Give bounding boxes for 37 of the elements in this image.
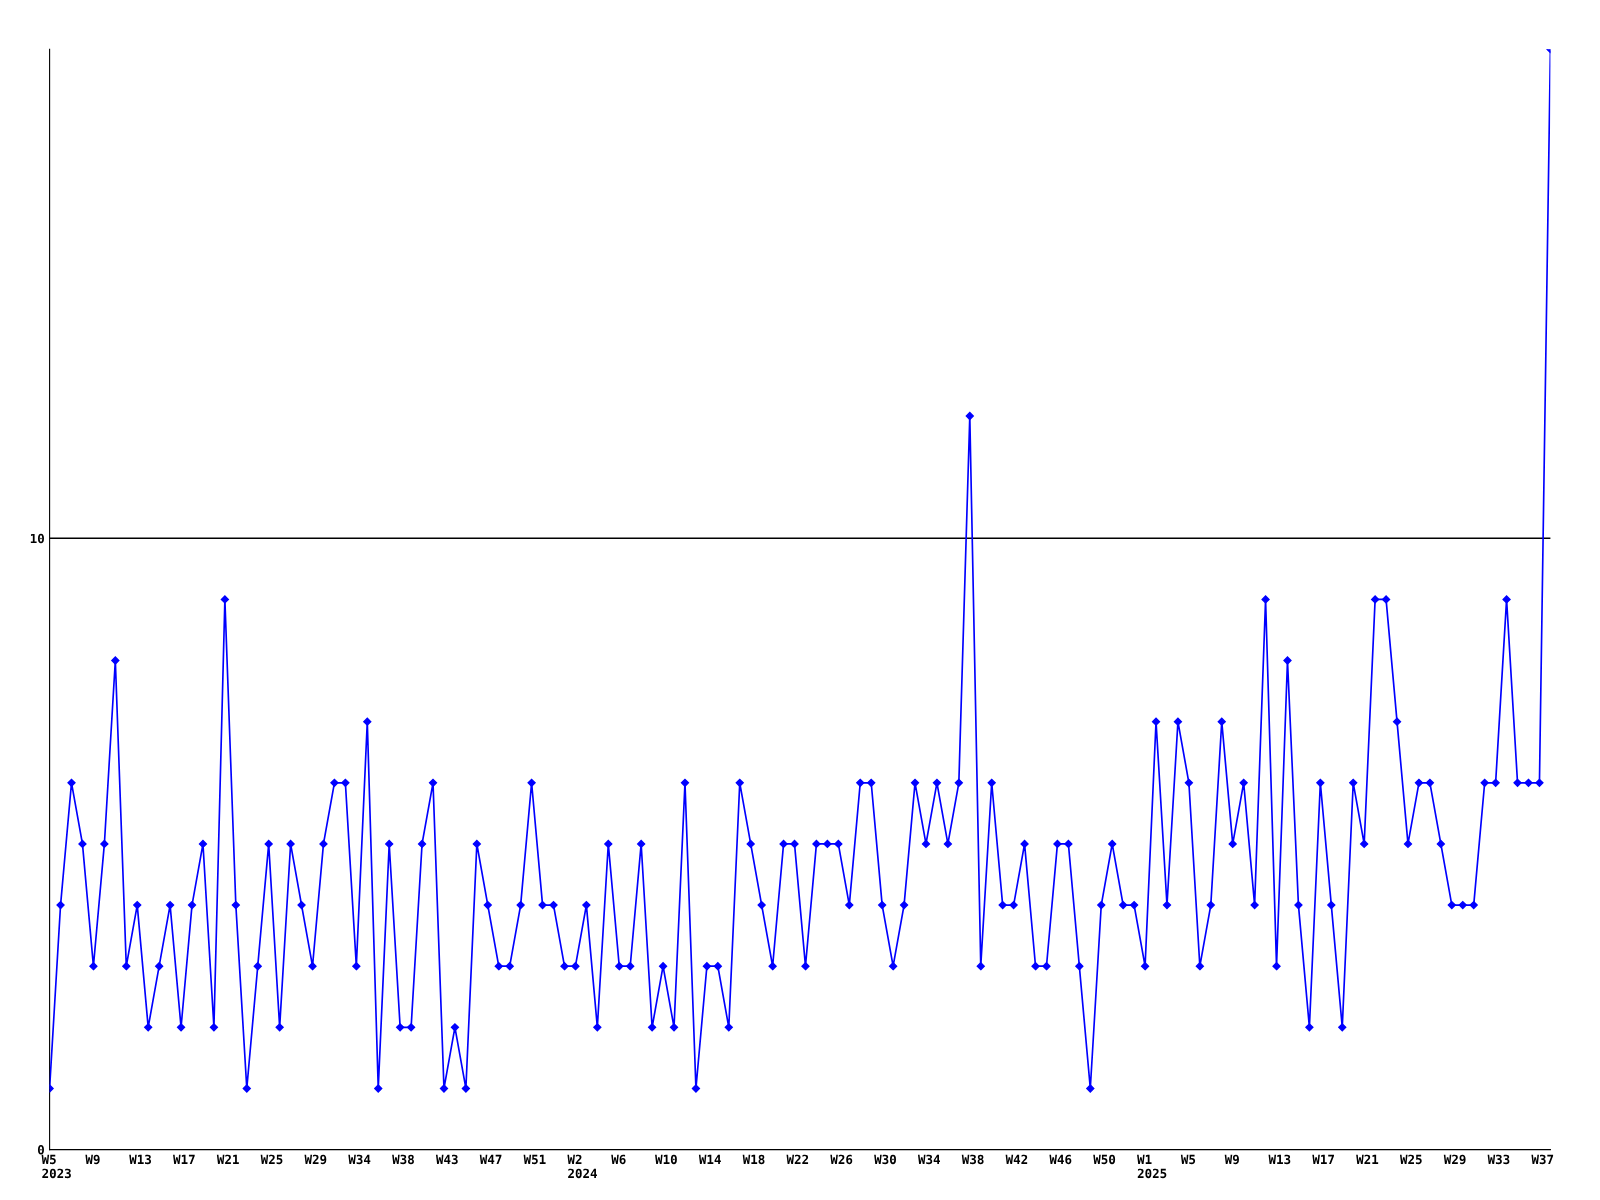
x-tick-label: W29 — [304, 1154, 327, 1165]
x-tick-label: W50 — [1093, 1154, 1116, 1165]
x-tick-label: W2 2024 — [567, 1154, 597, 1179]
x-tick-label: W25 — [1399, 1154, 1422, 1165]
x-tick-label: W38 — [392, 1154, 414, 1165]
x-tick-label: W38 — [961, 1154, 984, 1165]
x-tick-label: W34 — [348, 1154, 371, 1165]
x-tick-label: W21 — [1356, 1154, 1379, 1164]
x-tick-label: W51 — [523, 1154, 546, 1165]
x-tick-label: W46 — [1049, 1154, 1072, 1165]
x-tick-label: W1 2025 — [1137, 1154, 1167, 1179]
x-tick-label: W43 — [435, 1154, 458, 1165]
y-tick-label: 0 — [37, 1145, 44, 1155]
x-tick-label: W21 — [216, 1154, 239, 1164]
x-tick-label: W37 — [1531, 1154, 1554, 1165]
x-tick-label: W26 — [830, 1154, 853, 1165]
x-tick-label: W17 — [173, 1154, 195, 1164]
x-tick-label: W5 2023 — [41, 1154, 71, 1179]
x-tick-label: W10 — [655, 1154, 677, 1165]
x-tick-label: W42 — [1005, 1154, 1028, 1164]
x-tick-label: W25 — [260, 1154, 283, 1165]
x-tick-label: W17 — [1312, 1154, 1334, 1164]
x-tick-label: W9 — [1224, 1154, 1239, 1165]
x-tick-label: W30 — [874, 1154, 896, 1165]
x-tick-label: W13 — [129, 1154, 151, 1165]
x-tick-label: W5 — [1180, 1154, 1196, 1165]
x-tick-label: W14 — [698, 1154, 721, 1164]
y-tick-label: 10 — [30, 533, 44, 544]
x-tick-label: W18 — [742, 1154, 765, 1165]
x-tick-label: W33 — [1487, 1154, 1510, 1165]
x-tick-label: W29 — [1443, 1154, 1466, 1165]
x-tick-label: W13 — [1268, 1154, 1291, 1165]
x-tick-label: W47 — [479, 1154, 502, 1164]
x-tick-label: W6 — [611, 1154, 626, 1165]
x-tick-label: W9 — [85, 1154, 100, 1165]
x-tick-label: W22 — [786, 1154, 809, 1164]
x-tick-label: W34 — [917, 1154, 940, 1165]
